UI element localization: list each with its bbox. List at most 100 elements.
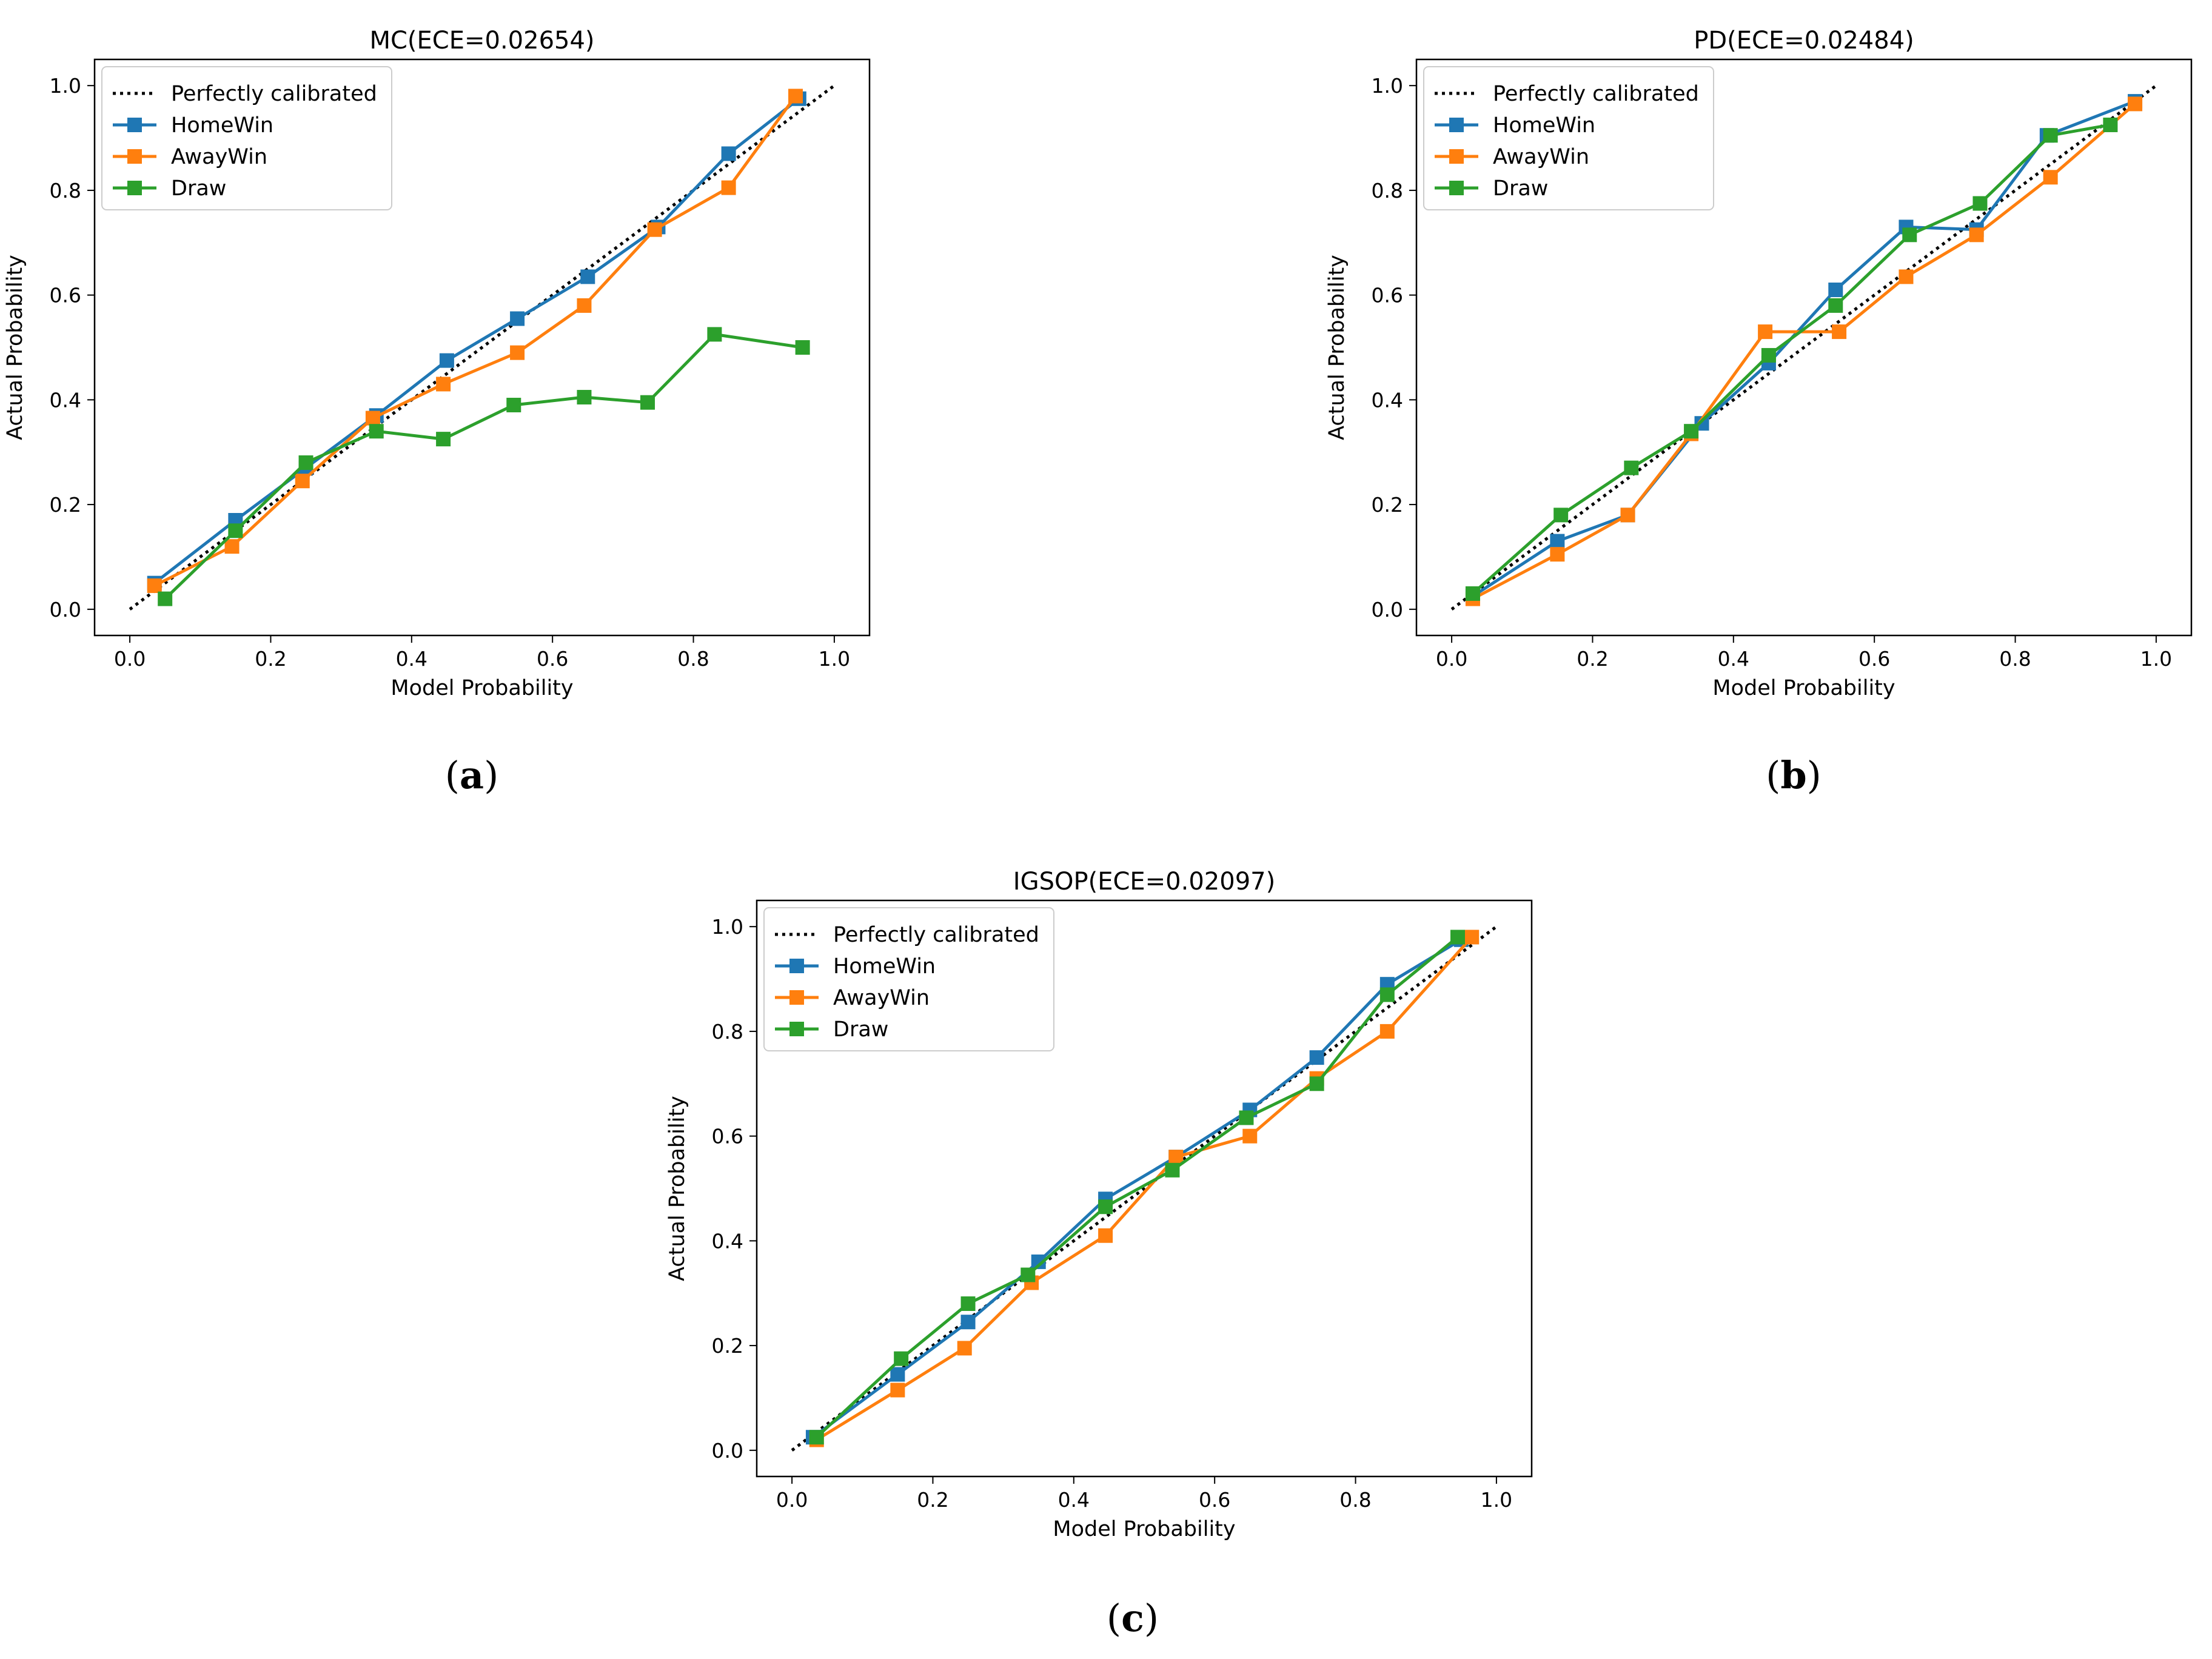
- x-tick-label: 0.8: [677, 647, 709, 671]
- perfectly-calibrated-line: [1450, 84, 2157, 611]
- data-point-draw: [1239, 1110, 1254, 1125]
- legend-label: AwayWin: [833, 986, 930, 1010]
- legend-label: HomeWin: [171, 113, 273, 138]
- panel-label-close: ): [1807, 753, 1822, 797]
- legend-label: AwayWin: [1493, 145, 1589, 169]
- panel-label-letter: a: [460, 753, 484, 797]
- y-tick-label: 0.2: [1372, 493, 1403, 517]
- data-point-homewin: [510, 311, 525, 326]
- data-point-draw: [1684, 424, 1699, 439]
- data-point-draw: [707, 327, 722, 342]
- data-point-homewin: [1309, 1050, 1324, 1065]
- data-point-draw: [1902, 227, 1917, 243]
- legend-marker-awaywin: [127, 149, 142, 164]
- legend-label: Perfectly calibrated: [833, 923, 1039, 947]
- data-point-draw: [1465, 586, 1480, 601]
- perfectly-calibrated-line: [129, 84, 836, 611]
- data-point-draw: [369, 424, 384, 439]
- y-tick-label: 0.8: [1372, 179, 1403, 203]
- data-point-homewin: [439, 353, 454, 368]
- perfectly-calibrated-line: [791, 925, 1498, 1452]
- y-tick-label: 0.0: [712, 1439, 743, 1463]
- data-point-awaywin: [647, 222, 662, 237]
- data-point-draw: [2103, 117, 2118, 132]
- legend-marker-awaywin: [789, 990, 804, 1005]
- data-point-awaywin: [147, 578, 162, 593]
- y-tick-label: 0.4: [50, 388, 81, 412]
- data-point-awaywin: [890, 1382, 905, 1398]
- x-tick-label: 0.0: [1436, 647, 1467, 671]
- x-axis-label: Model Probability: [1053, 1517, 1235, 1541]
- y-tick-label: 0.4: [1372, 388, 1403, 412]
- legend-marker-homewin: [1449, 118, 1464, 132]
- data-point-draw: [809, 1430, 824, 1445]
- data-point-draw: [1165, 1162, 1180, 1178]
- legend-label: Draw: [171, 176, 226, 201]
- panel-label-letter: b: [1780, 753, 1806, 797]
- y-tick-label: 1.0: [1372, 74, 1403, 98]
- data-point-draw: [795, 340, 810, 355]
- data-point-awaywin: [1464, 930, 1480, 945]
- y-axis-label: Actual Probability: [3, 255, 27, 440]
- chart-title: MC(ECE=0.02654): [369, 27, 594, 55]
- data-point-awaywin: [1620, 508, 1635, 523]
- plot-frame: [1415, 58, 2193, 637]
- x-tick-label: 0.2: [255, 647, 286, 671]
- series-line-homewin: [153, 97, 800, 585]
- data-point-draw: [894, 1351, 909, 1366]
- x-tick-label: 0.6: [1858, 647, 1890, 671]
- legend-label: HomeWin: [1493, 113, 1595, 138]
- series-line-draw: [164, 332, 803, 600]
- panel-label: (a): [445, 753, 499, 797]
- legend-box: [101, 66, 392, 210]
- data-point-draw: [1761, 347, 1776, 363]
- y-tick-label: 0.0: [50, 598, 81, 622]
- data-point-draw: [506, 398, 521, 412]
- legend-marker-homewin: [789, 959, 804, 973]
- data-point-draw: [1828, 298, 1843, 313]
- x-tick-label: 0.0: [114, 647, 146, 671]
- chart-title: PD(ECE=0.02484): [1694, 27, 1914, 55]
- y-tick-label: 0.8: [50, 179, 81, 203]
- data-point-draw: [1309, 1076, 1324, 1091]
- data-point-awaywin: [1899, 269, 1914, 284]
- x-axis-label: Model Probability: [390, 676, 573, 700]
- x-tick-label: 0.4: [1718, 647, 1749, 671]
- y-tick-label: 0.6: [50, 284, 81, 307]
- legend-label: Perfectly calibrated: [1493, 82, 1699, 106]
- data-point-awaywin: [510, 345, 525, 360]
- data-point-draw: [2043, 128, 2058, 143]
- x-tick-label: 1.0: [1481, 1488, 1512, 1512]
- legend-marker-draw: [127, 181, 142, 195]
- legend-marker-draw: [1449, 181, 1464, 195]
- series-line-homewin: [812, 938, 1463, 1439]
- data-point-awaywin: [1758, 324, 1773, 340]
- y-tick-label: 0.4: [712, 1229, 743, 1253]
- data-point-awaywin: [1379, 1024, 1395, 1039]
- y-axis-label: Actual Probability: [1325, 255, 1349, 440]
- data-point-homewin: [1550, 534, 1565, 549]
- data-point-awaywin: [1098, 1228, 1113, 1243]
- data-point-homewin: [1828, 283, 1843, 297]
- data-point-draw: [960, 1296, 976, 1311]
- series-line-awaywin: [816, 936, 1473, 1441]
- chart-title: IGSOP(ECE=0.02097): [1013, 868, 1275, 896]
- legend-marker-draw: [789, 1022, 804, 1036]
- data-point-draw: [1553, 508, 1569, 523]
- legend-label: AwayWin: [171, 145, 267, 169]
- x-tick-label: 1.0: [2140, 647, 2172, 671]
- data-point-draw: [1021, 1267, 1036, 1282]
- y-tick-label: 0.0: [1372, 598, 1403, 622]
- data-point-draw: [1450, 930, 1466, 945]
- series-line-draw: [816, 936, 1459, 1439]
- x-tick-label: 0.4: [396, 647, 427, 671]
- y-tick-label: 0.6: [712, 1125, 743, 1148]
- data-point-awaywin: [721, 180, 736, 195]
- data-point-awaywin: [295, 474, 310, 489]
- data-point-awaywin: [577, 298, 592, 313]
- legend-box: [1423, 66, 1714, 210]
- legend: Perfectly calibrated HomeWin AwayWin Draw: [101, 66, 392, 210]
- y-tick-label: 1.0: [50, 74, 81, 98]
- data-point-awaywin: [1242, 1128, 1258, 1144]
- x-tick-label: 0.8: [1339, 1488, 1371, 1512]
